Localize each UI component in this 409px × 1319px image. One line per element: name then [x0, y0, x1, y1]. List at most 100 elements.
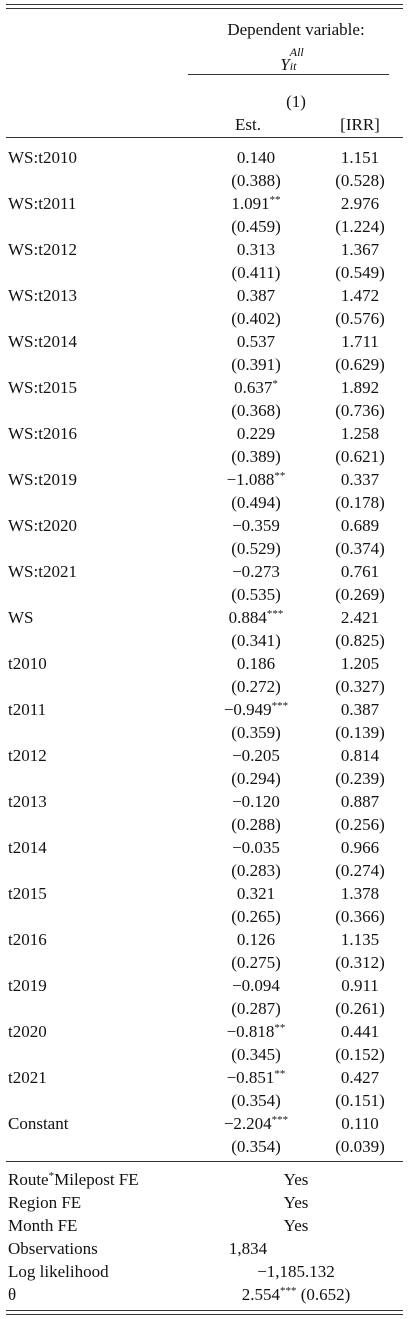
bottom-rule — [6, 1314, 403, 1315]
estimate: 0.637* — [234, 378, 278, 397]
row-label: t2016 — [8, 930, 47, 949]
irr-standard-error: (0.576) — [335, 309, 385, 328]
irr-standard-error: (0.825) — [335, 631, 385, 650]
irr: 0.689 — [340, 516, 380, 535]
estimate: −0.035 — [232, 838, 280, 857]
irr: 1.472 — [340, 286, 380, 305]
stat-value: 2.554*** (0.652) — [241, 1285, 351, 1304]
row-label: t2014 — [8, 838, 47, 857]
irr-standard-error: (0.269) — [335, 585, 385, 604]
irr: 2.976 — [340, 194, 380, 213]
standard-error: (0.388) — [231, 171, 281, 190]
irr: 0.387 — [340, 700, 380, 719]
irr-standard-error: (0.151) — [335, 1091, 385, 1110]
irr: 0.427 — [340, 1068, 380, 1087]
irr: 1.892 — [340, 378, 380, 397]
irr-standard-error: (0.274) — [335, 861, 385, 880]
irr: 0.110 — [341, 1114, 379, 1133]
irr-standard-error: (0.528) — [335, 171, 385, 190]
irr-standard-error: (0.152) — [335, 1045, 385, 1064]
estimate: 0.884*** — [228, 608, 284, 627]
header-rule — [188, 74, 389, 75]
irr-standard-error: (0.139) — [335, 723, 385, 742]
row-label: Constant — [8, 1114, 69, 1133]
row-label: t2010 — [8, 654, 47, 673]
row-label: t2019 — [8, 976, 47, 995]
estimate: 0.140 — [236, 148, 276, 167]
estimate: 0.321 — [236, 884, 276, 903]
row-label: t2011 — [8, 700, 47, 719]
row-label: WS:t2012 — [8, 240, 77, 259]
irr: 1.367 — [340, 240, 380, 259]
row-label: WS:t2010 — [8, 148, 77, 167]
irr-standard-error: (0.366) — [335, 907, 385, 926]
y-sub: it — [289, 59, 297, 73]
standard-error: (0.288) — [231, 815, 281, 834]
rule — [6, 137, 403, 138]
row-label: WS:t2021 — [8, 562, 77, 581]
top-rule — [6, 4, 403, 5]
stat-value: −1,185.132 — [257, 1262, 335, 1281]
standard-error: (0.389) — [231, 447, 281, 466]
estimate: −0.818** — [226, 1022, 286, 1041]
irr: 0.761 — [340, 562, 380, 581]
estimate: 1.091** — [231, 194, 281, 213]
row-label: WS:t2013 — [8, 286, 77, 305]
standard-error: (0.265) — [231, 907, 281, 926]
rule — [6, 1161, 403, 1162]
standard-error: (0.294) — [231, 769, 281, 788]
estimate: −0.851** — [226, 1068, 286, 1087]
estimate: 0.186 — [236, 654, 276, 673]
standard-error: (0.283) — [231, 861, 281, 880]
estimate: 0.229 — [236, 424, 276, 443]
irr: 1.378 — [340, 884, 380, 903]
row-label: WS:t2011 — [8, 194, 77, 213]
row-label: WS:t2020 — [8, 516, 77, 535]
irr: 2.421 — [340, 608, 380, 627]
estimate: 0.313 — [236, 240, 276, 259]
stat-value: Yes — [283, 1216, 309, 1235]
irr-standard-error: (0.374) — [335, 539, 385, 558]
irr: 0.814 — [340, 746, 380, 765]
irr-standard-error: (0.621) — [335, 447, 385, 466]
row-label: WS:t2016 — [8, 424, 77, 443]
standard-error: (0.345) — [231, 1045, 281, 1064]
stat-label: Observations — [8, 1239, 98, 1258]
standard-error: (0.359) — [231, 723, 281, 742]
estimate: 0.126 — [236, 930, 276, 949]
irr-standard-error: (0.256) — [335, 815, 385, 834]
standard-error: (0.402) — [231, 309, 281, 328]
standard-error: (0.459) — [231, 217, 281, 236]
stat-label: Month FE — [8, 1216, 78, 1235]
estimate: −0.949*** — [223, 700, 289, 719]
row-label: t2020 — [8, 1022, 47, 1041]
row-label: t2015 — [8, 884, 47, 903]
irr: 0.441 — [340, 1022, 380, 1041]
bottom-rule — [6, 1310, 403, 1311]
standard-error: (0.341) — [231, 631, 281, 650]
estimate: −0.120 — [232, 792, 280, 811]
y-sup: All — [289, 45, 304, 59]
stat-value: Yes — [283, 1170, 309, 1189]
standard-error: (0.368) — [231, 401, 281, 420]
standard-error: (0.535) — [231, 585, 281, 604]
estimate: −0.273 — [232, 562, 280, 581]
stat-value: Yes — [283, 1193, 309, 1212]
estimate: 0.537 — [236, 332, 276, 351]
irr: 1.151 — [340, 148, 380, 167]
irr: 1.135 — [340, 930, 380, 949]
row-label: t2021 — [8, 1068, 47, 1087]
irr: 0.337 — [340, 470, 380, 489]
column-header: Est. — [235, 115, 261, 134]
irr-standard-error: (0.178) — [335, 493, 385, 512]
row-label: WS:t2015 — [8, 378, 77, 397]
standard-error: (0.354) — [231, 1137, 281, 1156]
estimate: −1.088** — [226, 470, 286, 489]
row-label: t2013 — [8, 792, 47, 811]
row-label: WS — [8, 608, 34, 627]
column-header: [IRR] — [340, 115, 380, 134]
estimate: −0.094 — [232, 976, 280, 995]
irr: 0.887 — [340, 792, 380, 811]
irr: 1.258 — [340, 424, 380, 443]
standard-error: (0.494) — [231, 493, 281, 512]
